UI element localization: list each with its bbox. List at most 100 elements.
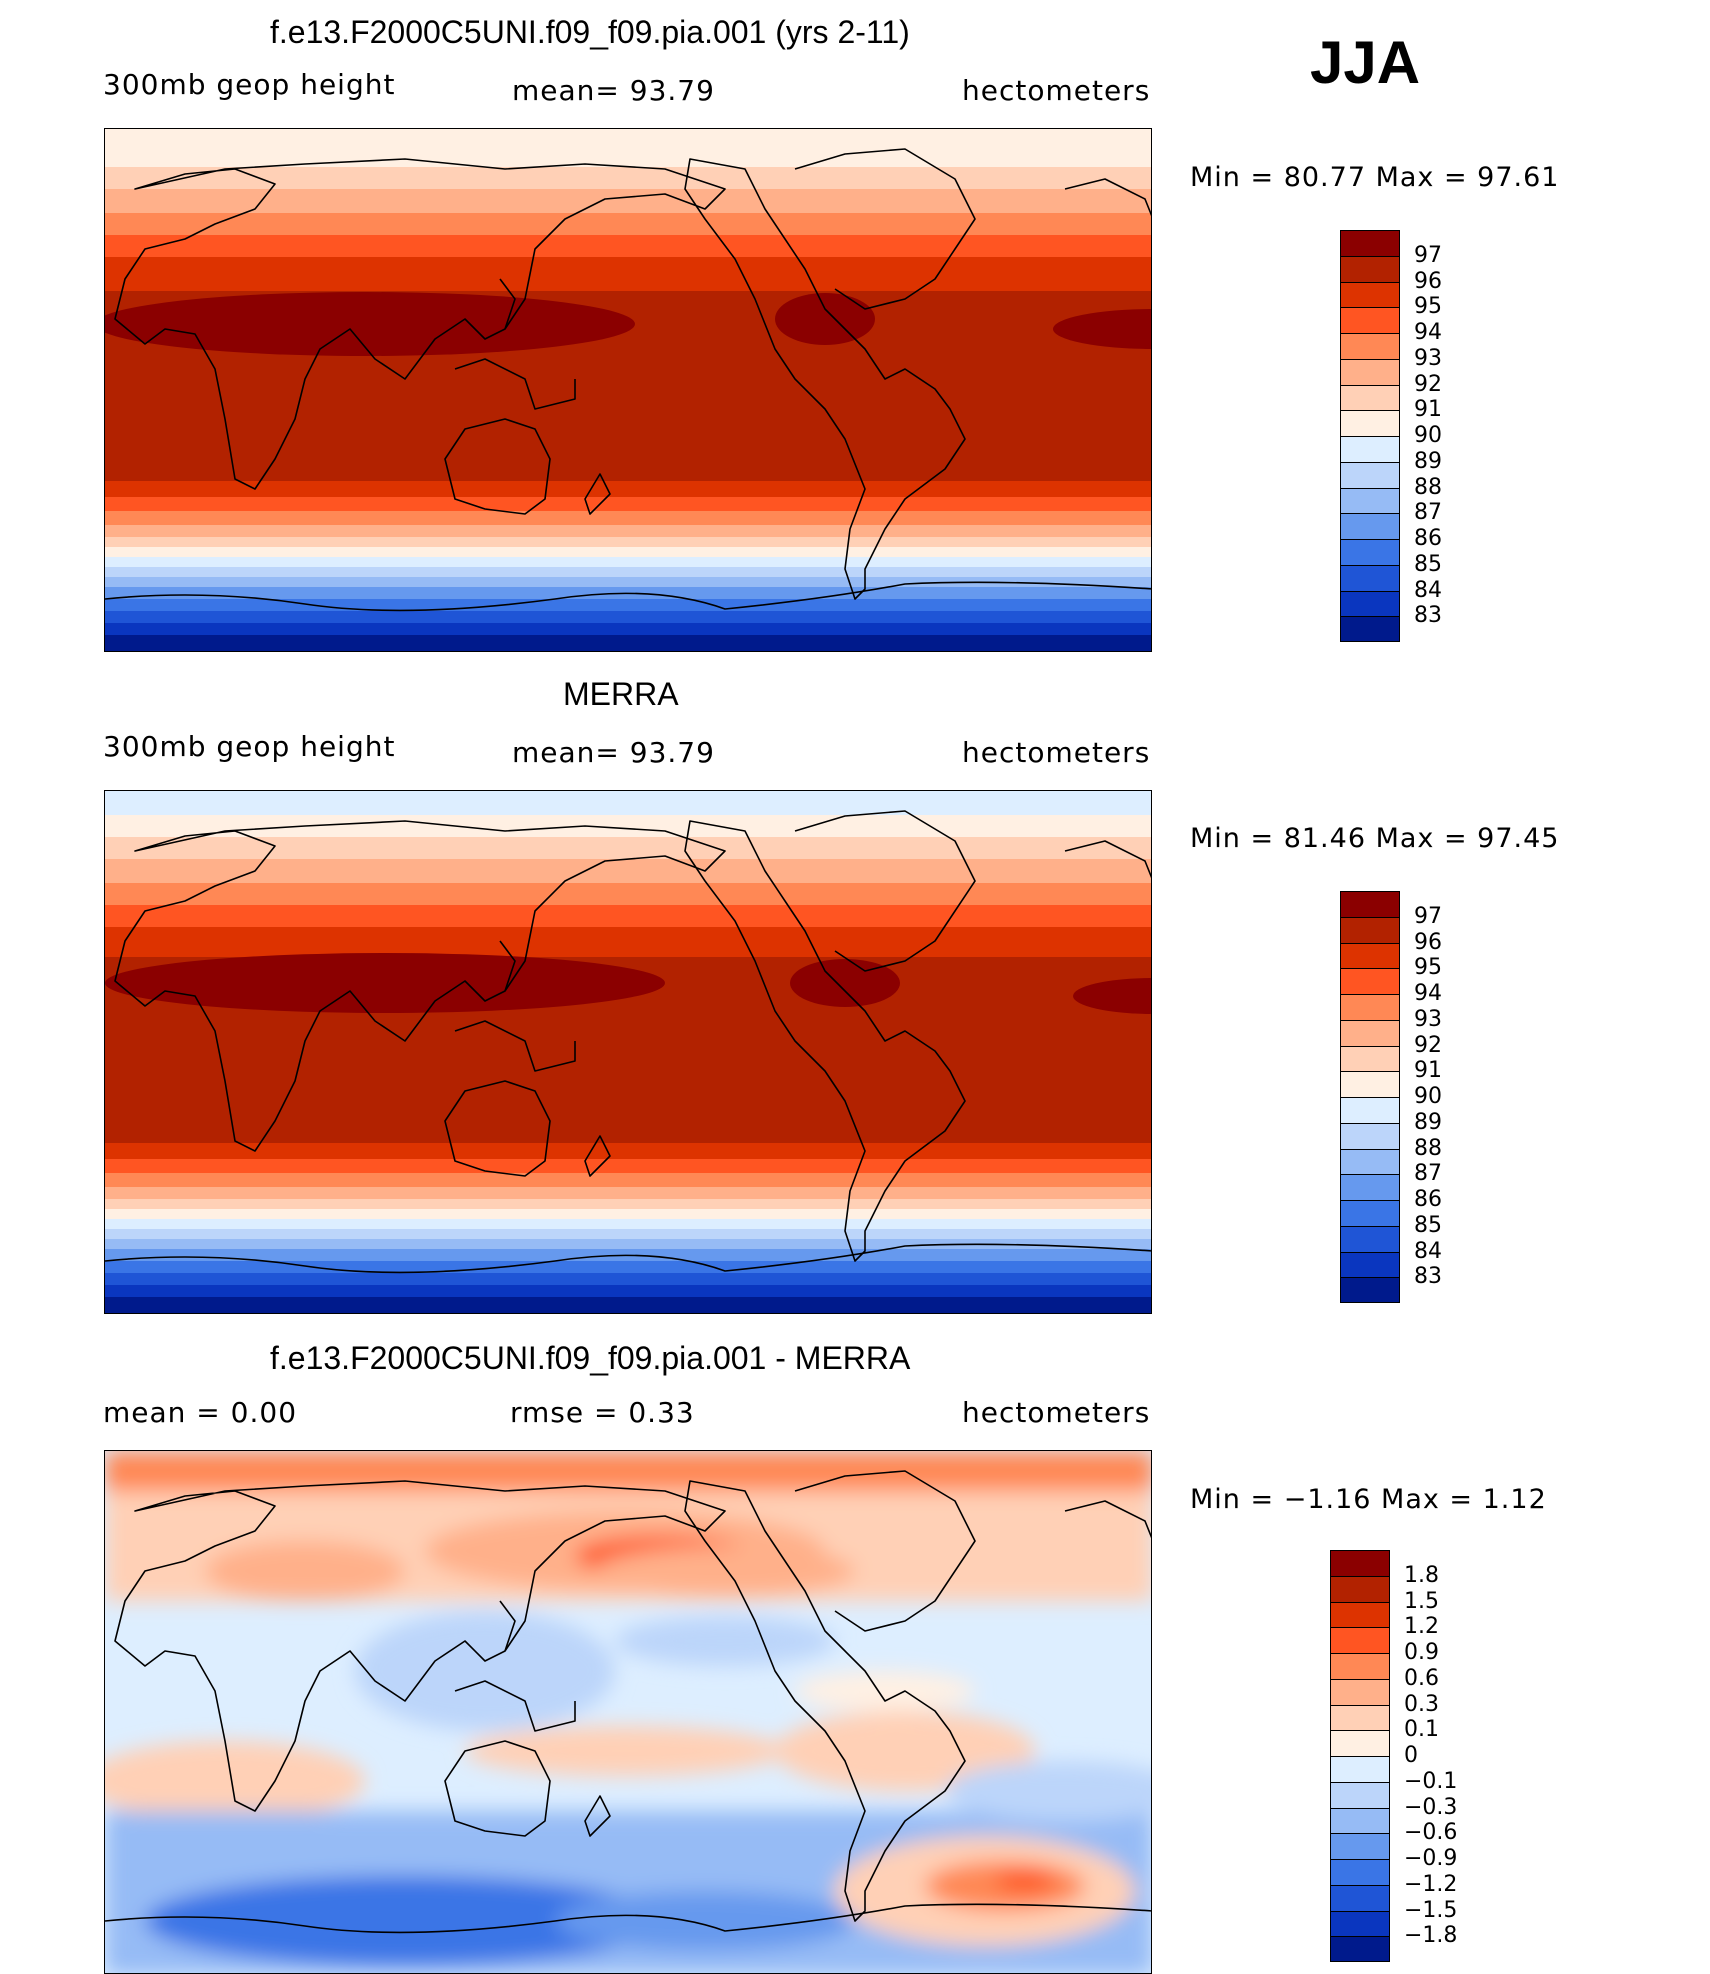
colorbar-swatch — [1340, 1122, 1400, 1149]
colorbar-swatch — [1340, 1045, 1400, 1072]
colorbar-tick-label: −1.2 — [1404, 1871, 1458, 1897]
mean-label: mean = 0.00 — [103, 1396, 298, 1429]
colorbar-tick-label: 86 — [1414, 1187, 1442, 1212]
colorbar-tick-label: −0.3 — [1404, 1794, 1458, 1820]
colorbar-swatch — [1340, 564, 1400, 591]
colorbar-tick-label: 95 — [1414, 294, 1442, 320]
colorbar-swatch — [1340, 1225, 1400, 1252]
colorbar-swatch — [1340, 968, 1400, 994]
colorbar-tick-label: 85 — [1414, 1212, 1442, 1238]
colorbar-swatch — [1330, 1678, 1390, 1705]
colorbar-swatch — [1340, 384, 1400, 411]
colorbar-tick-label: 86 — [1414, 526, 1442, 551]
model-height-map — [104, 128, 1152, 652]
colorbar-tick-label: 94 — [1414, 320, 1442, 345]
colorbar-tick-label: 93 — [1414, 1006, 1442, 1032]
colorbar-swatch — [1330, 1730, 1390, 1756]
colorbar-tick-label: 0 — [1404, 1743, 1418, 1768]
colorbar-tick-label: 93 — [1414, 345, 1442, 371]
colorbar-tick-label: 1.2 — [1404, 1614, 1439, 1640]
colorbar-swatch — [1340, 1097, 1400, 1123]
colorbar-tick-label: 97 — [1414, 242, 1442, 268]
colorbar-tick-label: 87 — [1414, 1161, 1442, 1187]
colorbar-swatch — [1340, 1200, 1400, 1226]
colorbar-swatch — [1340, 1071, 1400, 1097]
colorbar-swatch — [1330, 1833, 1390, 1859]
colorbar-tick-label: 88 — [1414, 1135, 1442, 1161]
colorbar-tick-label: −0.1 — [1404, 1768, 1458, 1794]
season-label: JJA — [1310, 29, 1421, 96]
colorbar-swatch — [1340, 513, 1400, 539]
colorbar-swatch — [1340, 358, 1400, 385]
colorbar-tick-label: −1.5 — [1404, 1897, 1458, 1923]
colorbar-swatch — [1330, 1550, 1390, 1576]
field-label: 300mb geop height — [103, 730, 396, 763]
colorbar-tick-label: 95 — [1414, 955, 1442, 981]
colorbar-swatch — [1340, 461, 1400, 488]
colorbar-swatch — [1340, 1251, 1400, 1278]
colorbar-tick-label: 96 — [1414, 268, 1442, 294]
colorbar-tick-label: 92 — [1414, 371, 1442, 397]
colorbar-swatch — [1340, 487, 1400, 514]
colorbar-swatch — [1330, 1936, 1390, 1962]
colorbar-swatch — [1340, 942, 1400, 969]
colorbar-swatch — [1340, 436, 1400, 462]
colorbar-swatch — [1330, 1704, 1390, 1731]
merra-height-map — [104, 790, 1152, 1314]
difference-map — [104, 1450, 1152, 1974]
colorbar-swatch — [1330, 1859, 1390, 1885]
min-max-label: Min = 81.46 Max = 97.45 — [1190, 823, 1560, 854]
colorbar-tick-label: 90 — [1414, 1084, 1442, 1109]
colorbar-swatch — [1340, 891, 1400, 917]
colorbar-swatch — [1330, 1601, 1390, 1628]
min-max-label: Min = −1.16 Max = 1.12 — [1190, 1484, 1547, 1515]
colorbar-tick-label: 89 — [1414, 448, 1442, 474]
colorbar-tick-label: 1.5 — [1404, 1588, 1439, 1614]
colorbar-tick-label: 84 — [1414, 1238, 1442, 1264]
field-label: 300mb geop height — [103, 68, 396, 101]
units-label: hectometers — [962, 1396, 1151, 1429]
min-max-label: Min = 80.77 Max = 97.61 — [1190, 162, 1560, 193]
colorbar-swatch — [1340, 410, 1400, 436]
units-label: hectometers — [962, 736, 1151, 769]
colorbar-tick-label: 0.1 — [1404, 1717, 1439, 1743]
colorbar-swatch — [1340, 230, 1400, 256]
colorbar-tick-label: 1.8 — [1404, 1562, 1439, 1588]
colorbar-tick-label: 85 — [1414, 551, 1442, 577]
colorbar-tick-label: 92 — [1414, 1032, 1442, 1058]
panel-title: f.e13.F2000C5UNI.f09_f09.pia.001 (yrs 2-… — [270, 14, 910, 50]
mean-label: mean= 93.79 — [512, 74, 715, 107]
colorbar-tick-label: 94 — [1414, 981, 1442, 1006]
colorbar-swatch — [1330, 1781, 1390, 1808]
colorbar-swatch — [1340, 616, 1400, 642]
colorbar-swatch — [1340, 1019, 1400, 1046]
colorbar-swatch — [1330, 1627, 1390, 1653]
colorbar-swatch — [1340, 590, 1400, 617]
colorbar-tick-label: 83 — [1414, 1264, 1442, 1290]
colorbar-swatch — [1340, 333, 1400, 359]
colorbar-tick-label: 87 — [1414, 500, 1442, 526]
units-label: hectometers — [962, 74, 1151, 107]
colorbar-tick-label: 84 — [1414, 577, 1442, 603]
colorbar-swatch — [1330, 1910, 1390, 1937]
colorbar-swatch — [1330, 1756, 1390, 1782]
colorbar-swatch — [1330, 1575, 1390, 1602]
rmse-label: rmse = 0.33 — [510, 1396, 695, 1429]
colorbar-swatch — [1330, 1807, 1390, 1834]
colorbar-swatch — [1340, 1277, 1400, 1303]
colorbar-tick-label: −0.9 — [1404, 1846, 1458, 1871]
colorbar-tick-label: −0.6 — [1404, 1820, 1458, 1846]
colorbar-swatch — [1340, 916, 1400, 943]
colorbar-tick-label: 0.6 — [1404, 1665, 1439, 1691]
colorbar-swatch — [1340, 1148, 1400, 1175]
colorbar-tick-label: 88 — [1414, 474, 1442, 500]
colorbar-tick-label: 0.3 — [1404, 1691, 1439, 1717]
colorbar-swatch — [1340, 1174, 1400, 1200]
colorbar-swatch — [1340, 255, 1400, 282]
colorbar-tick-label: −1.8 — [1404, 1923, 1458, 1949]
colorbar-swatch — [1340, 307, 1400, 333]
panel-title: MERRA — [563, 676, 679, 712]
colorbar-swatch — [1340, 281, 1400, 308]
colorbar-tick-label: 91 — [1414, 397, 1442, 423]
mean-label: mean= 93.79 — [512, 736, 715, 769]
